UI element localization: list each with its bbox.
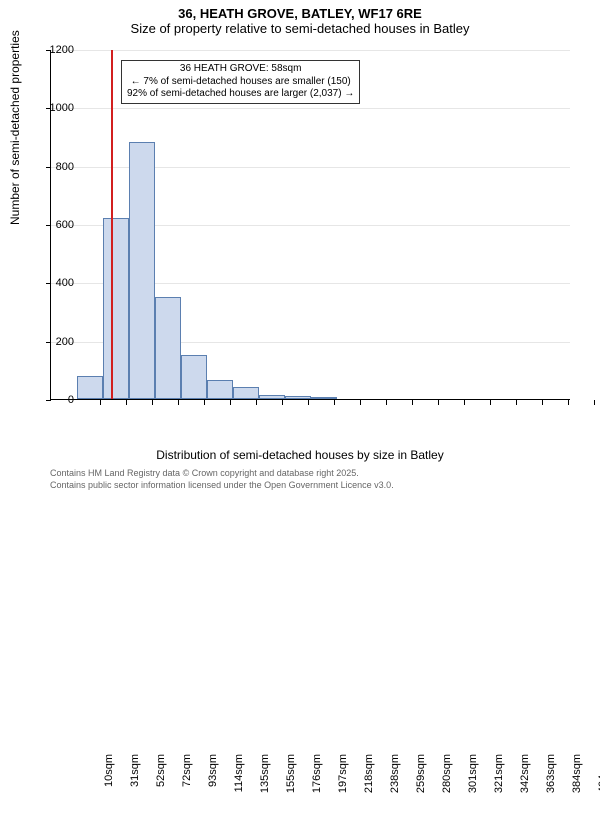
xtick-mark — [282, 400, 283, 405]
title-line2: Size of property relative to semi-detach… — [0, 21, 600, 36]
xtick-mark — [360, 400, 361, 405]
ytick-label: 0 — [34, 394, 74, 406]
ytick-label: 1200 — [34, 44, 74, 56]
xtick-mark — [152, 400, 153, 405]
xtick-label: 176sqm — [311, 754, 323, 814]
xtick-mark — [464, 400, 465, 405]
plot-region: 36 HEATH GROVE: 58sqm← 7% of semi-detach… — [50, 50, 570, 400]
xtick-mark — [178, 400, 179, 405]
ytick-label: 400 — [34, 277, 74, 289]
xtick-label: 72sqm — [181, 754, 193, 814]
annotation-box: 36 HEATH GROVE: 58sqm← 7% of semi-detach… — [121, 60, 360, 104]
gridline-h — [51, 108, 570, 109]
histogram-bar — [181, 355, 207, 399]
ytick-label: 1000 — [34, 102, 74, 114]
reference-vline — [111, 50, 113, 399]
ytick-label: 600 — [34, 219, 74, 231]
xtick-label: 259sqm — [415, 754, 427, 814]
xtick-mark — [308, 400, 309, 405]
xtick-label: 135sqm — [259, 754, 271, 814]
xtick-mark — [334, 400, 335, 405]
xtick-mark — [230, 400, 231, 405]
xtick-label: 10sqm — [103, 754, 115, 814]
xtick-label: 342sqm — [519, 754, 531, 814]
ytick-label: 200 — [34, 336, 74, 348]
xtick-label: 301sqm — [467, 754, 479, 814]
histogram-bar — [103, 218, 129, 399]
annotation-line1: 36 HEATH GROVE: 58sqm — [127, 63, 354, 76]
histogram-bar — [233, 387, 259, 399]
xtick-label: 52sqm — [155, 754, 167, 814]
histogram-bar — [311, 397, 337, 399]
gridline-h — [51, 50, 570, 51]
histogram-bar — [155, 297, 181, 399]
xtick-mark — [412, 400, 413, 405]
xtick-label: 155sqm — [285, 754, 297, 814]
xtick-mark — [100, 400, 101, 405]
xtick-label: 280sqm — [441, 754, 453, 814]
histogram-bar — [129, 142, 155, 399]
xtick-label: 31sqm — [129, 754, 141, 814]
title-line1: 36, HEATH GROVE, BATLEY, WF17 6RE — [0, 6, 600, 21]
histogram-bar — [207, 380, 233, 399]
ytick-label: 800 — [34, 161, 74, 173]
xtick-mark — [204, 400, 205, 405]
xtick-mark — [256, 400, 257, 405]
chart-title-block: 36, HEATH GROVE, BATLEY, WF17 6RE Size o… — [0, 0, 600, 36]
xtick-label: 197sqm — [337, 754, 349, 814]
xtick-mark — [490, 400, 491, 405]
chart-area: 36 HEATH GROVE: 58sqm← 7% of semi-detach… — [50, 50, 570, 400]
xtick-label: 93sqm — [207, 754, 219, 814]
xtick-mark — [126, 400, 127, 405]
xtick-label: 238sqm — [389, 754, 401, 814]
xtick-mark — [386, 400, 387, 405]
xtick-label: 218sqm — [363, 754, 375, 814]
xtick-label: 114sqm — [233, 754, 245, 814]
annotation-line3: 92% of semi-detached houses are larger (… — [127, 88, 354, 101]
footer-line2: Contains public sector information licen… — [50, 480, 394, 492]
x-axis-label: Distribution of semi-detached houses by … — [0, 448, 600, 462]
footer-attribution: Contains HM Land Registry data © Crown c… — [50, 468, 394, 491]
histogram-bar — [285, 396, 311, 400]
xtick-label: 321sqm — [493, 754, 505, 814]
xtick-mark — [568, 400, 569, 405]
xtick-mark — [594, 400, 595, 405]
xtick-label: 384sqm — [571, 754, 583, 814]
histogram-bar — [259, 395, 285, 399]
annotation-line2: ← 7% of semi-detached houses are smaller… — [127, 76, 354, 89]
histogram-bar — [77, 376, 103, 399]
xtick-label: 363sqm — [545, 754, 557, 814]
xtick-mark — [542, 400, 543, 405]
footer-line1: Contains HM Land Registry data © Crown c… — [50, 468, 394, 480]
xtick-mark — [438, 400, 439, 405]
xtick-mark — [516, 400, 517, 405]
y-axis-label: Number of semi-detached properties — [8, 30, 22, 225]
